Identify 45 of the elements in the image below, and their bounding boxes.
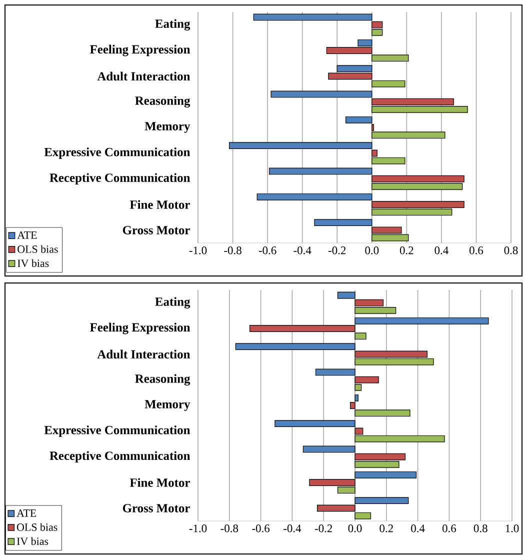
x-tick-label: -0.2 bbox=[328, 246, 346, 254]
legend-label: ATE bbox=[16, 509, 36, 517]
y-tick-label: Adult Interaction bbox=[97, 350, 190, 359]
y-tick-label: Receptive Communication bbox=[50, 173, 190, 184]
y-tick-label: Memory bbox=[144, 122, 190, 133]
y-tick-label: Receptive Communication bbox=[50, 451, 190, 462]
x-tick-label: -0.2 bbox=[314, 524, 332, 532]
legend-label: OLS bias bbox=[18, 245, 58, 253]
x-tick-label: -1.0 bbox=[189, 524, 207, 532]
y-tick-label: Memory bbox=[144, 400, 190, 411]
y-tick-label: Reasoning bbox=[135, 374, 190, 386]
x-tick-label: -0.6 bbox=[252, 524, 270, 532]
y-tick-label: Fine Motor bbox=[130, 478, 190, 487]
x-tick-label: 0.2 bbox=[380, 524, 393, 532]
x-tick-label: -1.0 bbox=[189, 246, 207, 254]
x-tick-label: -0.6 bbox=[258, 246, 276, 254]
x-tick-label: -0.8 bbox=[220, 524, 238, 532]
y-tick-label: Expressive Communication bbox=[44, 426, 190, 437]
x-tick-label: 0.2 bbox=[400, 246, 414, 254]
x-tick-label: 0.6 bbox=[442, 524, 456, 532]
y-tick-label: Fine Motor bbox=[130, 200, 190, 209]
y-tick-label: Adult Interaction bbox=[97, 72, 190, 81]
legend-label: ATE bbox=[17, 231, 37, 239]
x-tick-label: -0.4 bbox=[284, 524, 302, 532]
x-tick-label: -0.8 bbox=[224, 246, 242, 254]
y-tick-label: Reasoning bbox=[135, 96, 190, 108]
x-tick-label: 0.0 bbox=[348, 524, 362, 532]
x-tick-label: 1.0 bbox=[506, 524, 519, 532]
y-tick-label: Expressive Communication bbox=[44, 148, 190, 159]
legend-label: OLS bias bbox=[16, 523, 58, 531]
x-tick-label: -0.4 bbox=[294, 246, 312, 254]
legend-label: IV bias bbox=[16, 537, 48, 546]
y-tick-label: Eating bbox=[155, 19, 190, 31]
x-tick-label: 0.4 bbox=[434, 246, 448, 254]
y-tick-label: Eating bbox=[155, 297, 190, 309]
y-tick-label: Gross Motor bbox=[122, 504, 190, 512]
x-tick-label: 0.8 bbox=[474, 524, 488, 532]
y-tick-label: Feeling Expression bbox=[90, 322, 190, 334]
legend-label: IV bias bbox=[18, 259, 49, 268]
x-tick-label: 0.4 bbox=[411, 524, 425, 532]
x-tick-label: 0.6 bbox=[470, 246, 484, 254]
y-tick-label: Feeling Expression bbox=[90, 44, 190, 56]
x-tick-label: 0.0 bbox=[365, 246, 379, 254]
y-tick-label: Gross Motor bbox=[122, 226, 190, 234]
x-tick-label: 0.8 bbox=[504, 246, 518, 254]
